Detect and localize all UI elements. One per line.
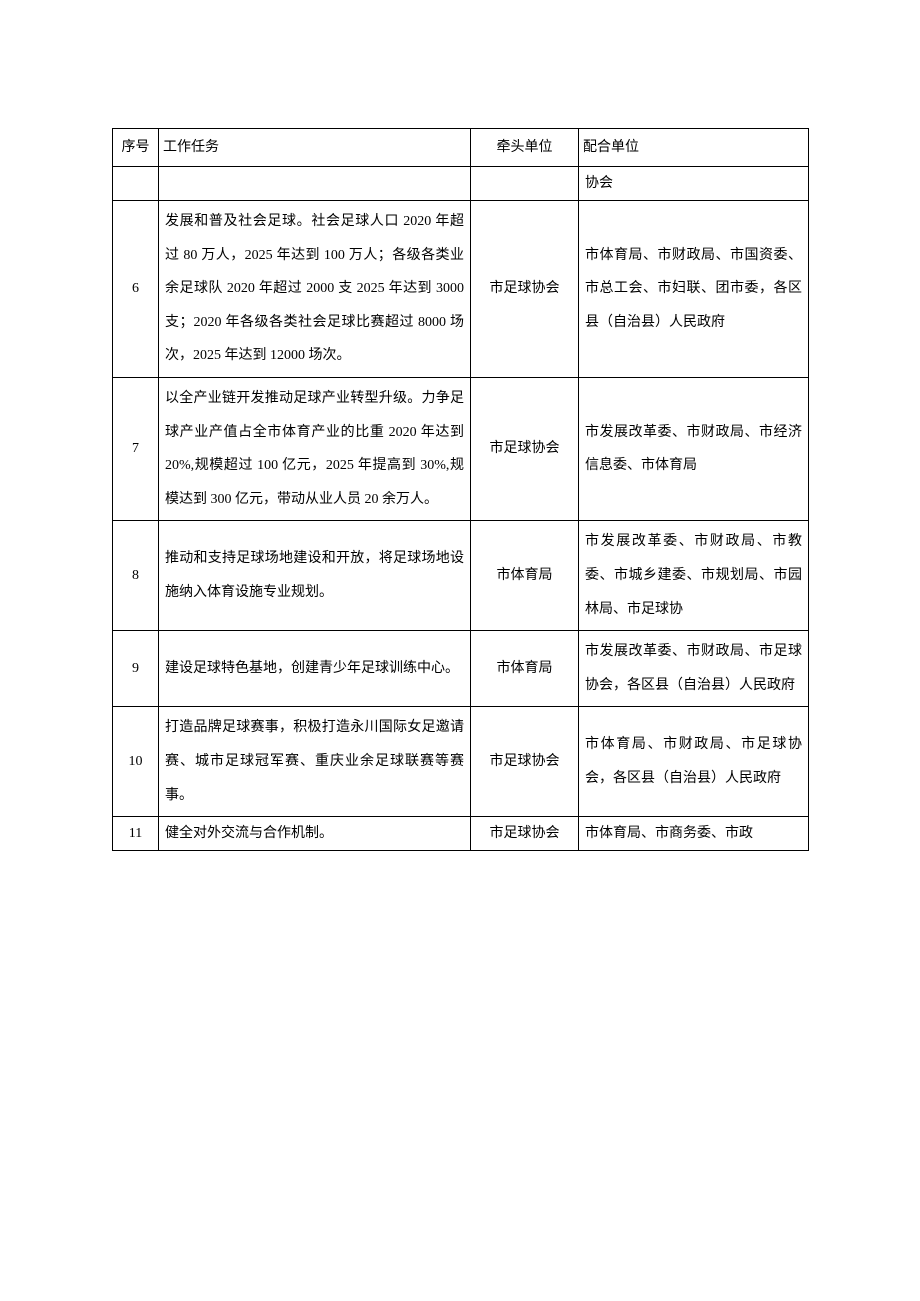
cell-task: 推动和支持足球场地建设和开放，将足球场地设施纳入体育设施专业规划。	[159, 521, 471, 631]
header-lead: 牵头单位	[471, 129, 579, 167]
cell-num: 10	[113, 707, 159, 817]
cell-task: 建设足球特色基地，创建青少年足球训练中心。	[159, 631, 471, 707]
cell-num: 11	[113, 817, 159, 851]
cell-lead: 市足球协会	[471, 817, 579, 851]
table-row: 8推动和支持足球场地建设和开放，将足球场地设施纳入体育设施专业规划。市体育局市发…	[113, 521, 809, 631]
header-task: 工作任务	[159, 129, 471, 167]
cell-lead: 市体育局	[471, 631, 579, 707]
cell-num: 9	[113, 631, 159, 707]
cell-lead: 市体育局	[471, 521, 579, 631]
cell-coop: 市发展改革委、市财政局、市教委、市城乡建委、市规划局、市园林局、市足球协	[579, 521, 809, 631]
table-row: 10打造品牌足球赛事，积极打造永川国际女足邀请赛、城市足球冠军赛、重庆业余足球联…	[113, 707, 809, 817]
cell-task: 健全对外交流与合作机制。	[159, 817, 471, 851]
table-row: 协会	[113, 167, 809, 201]
cell-task: 打造品牌足球赛事，积极打造永川国际女足邀请赛、城市足球冠军赛、重庆业余足球联赛等…	[159, 707, 471, 817]
cell-coop: 市体育局、市财政局、市国资委、市总工会、市妇联、团市委，各区县（自治县）人民政府	[579, 201, 809, 378]
cell-lead: 市足球协会	[471, 201, 579, 378]
cell-lead: 市足球协会	[471, 377, 579, 520]
table-body: 协会6发展和普及社会足球。社会足球人口 2020 年超过 80 万人，2025 …	[113, 167, 809, 851]
cell-task: 发展和普及社会足球。社会足球人口 2020 年超过 80 万人，2025 年达到…	[159, 201, 471, 378]
cell-task	[159, 167, 471, 201]
cell-coop: 市体育局、市商务委、市政	[579, 817, 809, 851]
table-row: 11健全对外交流与合作机制。市足球协会市体育局、市商务委、市政	[113, 817, 809, 851]
table-row: 7以全产业链开发推动足球产业转型升级。力争足球产业产值占全市体育产业的比重 20…	[113, 377, 809, 520]
header-num: 序号	[113, 129, 159, 167]
header-coop: 配合单位	[579, 129, 809, 167]
cell-task: 以全产业链开发推动足球产业转型升级。力争足球产业产值占全市体育产业的比重 202…	[159, 377, 471, 520]
cell-coop: 市体育局、市财政局、市足球协会，各区县（自治县）人民政府	[579, 707, 809, 817]
table-row: 6发展和普及社会足球。社会足球人口 2020 年超过 80 万人，2025 年达…	[113, 201, 809, 378]
table-header-row: 序号 工作任务 牵头单位 配合单位	[113, 129, 809, 167]
table-row: 9建设足球特色基地，创建青少年足球训练中心。市体育局市发展改革委、市财政局、市足…	[113, 631, 809, 707]
cell-lead	[471, 167, 579, 201]
task-table: 序号 工作任务 牵头单位 配合单位 协会6发展和普及社会足球。社会足球人口 20…	[112, 128, 809, 851]
cell-coop: 市发展改革委、市财政局、市经济信息委、市体育局	[579, 377, 809, 520]
cell-num: 8	[113, 521, 159, 631]
cell-coop: 协会	[579, 167, 809, 201]
cell-num: 7	[113, 377, 159, 520]
cell-num	[113, 167, 159, 201]
cell-lead: 市足球协会	[471, 707, 579, 817]
cell-coop: 市发展改革委、市财政局、市足球协会，各区县（自治县）人民政府	[579, 631, 809, 707]
cell-num: 6	[113, 201, 159, 378]
